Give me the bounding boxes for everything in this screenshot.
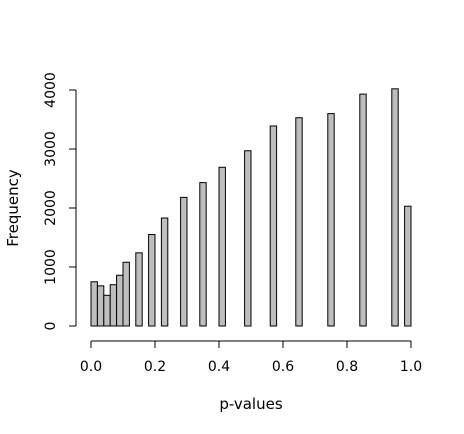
histogram-bar-13: [269, 125, 278, 327]
y-tick-label: 1000: [43, 249, 59, 285]
histogram-bar-3: [109, 284, 118, 327]
histogram-bar-11: [218, 166, 226, 327]
y-tick-label: 2000: [43, 190, 59, 226]
x-tick-label: 0.6: [272, 359, 294, 375]
histogram-bar-5: [122, 261, 130, 327]
y-axis-title: Frequency: [4, 169, 22, 247]
histogram-bar-14: [295, 117, 303, 327]
histogram-bar-0: [90, 281, 98, 327]
x-tick-label: 0.4: [208, 359, 230, 375]
x-tick-label: 1.0: [400, 359, 422, 375]
x-axis-title: p-values: [219, 395, 283, 413]
x-tick-label: 0.8: [336, 359, 358, 375]
histogram-bar-9: [180, 196, 188, 327]
histogram-bar-12: [244, 150, 252, 327]
histogram-bar-6: [135, 252, 143, 327]
y-tick-label: 3000: [43, 131, 59, 167]
x-tick-label: 0.0: [80, 359, 102, 375]
histogram-bar-7: [148, 234, 156, 327]
bar-series: [90, 88, 412, 327]
y-tick-label: 4000: [43, 72, 59, 108]
histogram-bar-2: [103, 294, 111, 327]
histogram-bar-18: [404, 205, 412, 327]
x-axis-ticks: 0.0 0.2 0.4 0.6 0.8 1.0: [80, 341, 422, 375]
histogram-bar-4: [116, 274, 124, 327]
histogram-bar-15: [327, 113, 335, 327]
y-axis-ticks: 0 1000 2000 3000 4000: [43, 72, 76, 330]
histogram-bar-17: [391, 88, 399, 327]
x-tick-label: 0.2: [144, 359, 166, 375]
y-tick-label: 0: [43, 322, 59, 331]
histogram-bar-10: [199, 182, 207, 327]
histogram-bar-8: [160, 217, 169, 327]
histogram-bar-1: [96, 285, 105, 327]
histogram-bar-16: [359, 93, 367, 327]
